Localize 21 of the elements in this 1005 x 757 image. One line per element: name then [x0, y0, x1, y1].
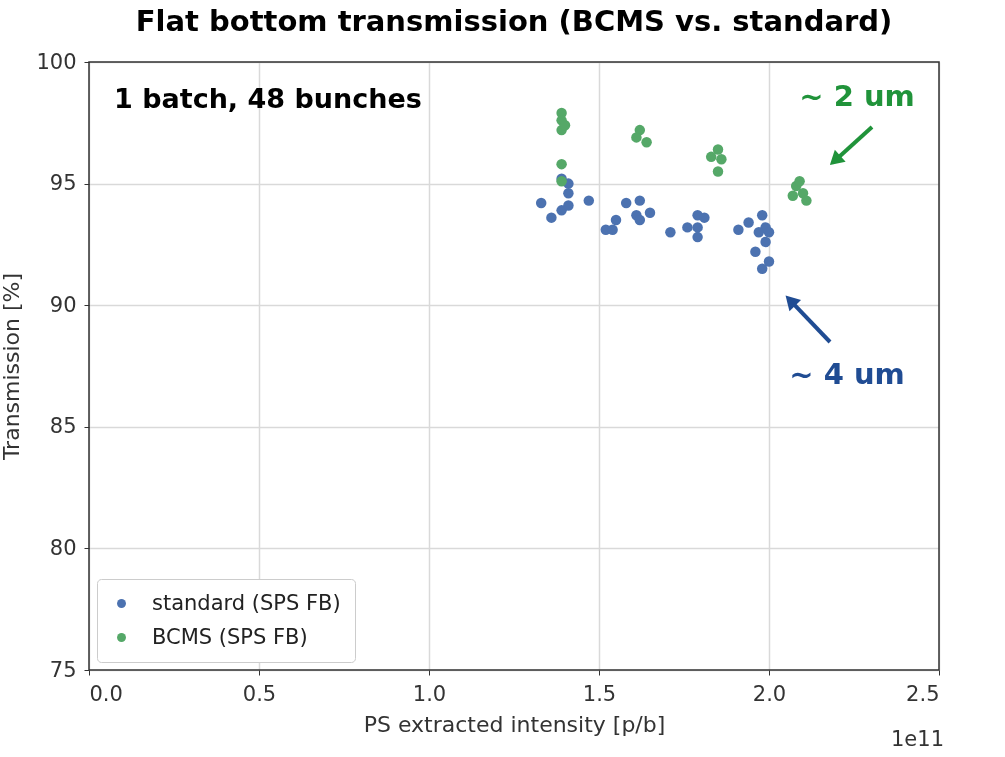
x-tick-label: 2.0: [752, 681, 787, 706]
x-tick-label: 0.0: [89, 681, 123, 706]
legend-label: standard (SPS FB): [152, 590, 341, 615]
annotation: ~ 4 um: [789, 357, 905, 391]
y-axis-title: Transmission [%]: [0, 272, 25, 462]
y-tick-label: 100: [36, 49, 77, 74]
annotation: ~ 2 um: [799, 79, 915, 113]
y-tick-label: 75: [49, 657, 77, 682]
x-axis-title: PS extracted intensity [p/b]: [363, 711, 666, 737]
y-tick-label: 90: [49, 292, 77, 317]
x-tick-label: 1.5: [582, 681, 617, 706]
x-tick-label: 1.0: [412, 681, 447, 706]
legend-label: BCMS (SPS FB): [152, 624, 308, 649]
y-tick-label: 80: [49, 535, 77, 560]
x-tick-label: 0.5: [242, 681, 277, 706]
y-tick-label: 85: [49, 414, 77, 439]
chart-title: Flat bottom transmission (BCMS vs. standard): [135, 4, 893, 38]
text: 1e11: [890, 727, 944, 751]
y-tick-label: 95: [49, 171, 77, 196]
annotation: 1 batch, 48 bunches: [114, 83, 422, 114]
x-tick-label: 2.5: [906, 681, 940, 706]
